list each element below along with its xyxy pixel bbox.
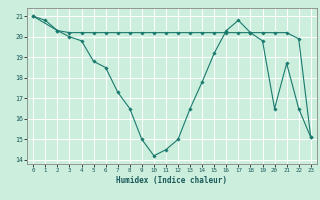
X-axis label: Humidex (Indice chaleur): Humidex (Indice chaleur)	[116, 176, 228, 185]
